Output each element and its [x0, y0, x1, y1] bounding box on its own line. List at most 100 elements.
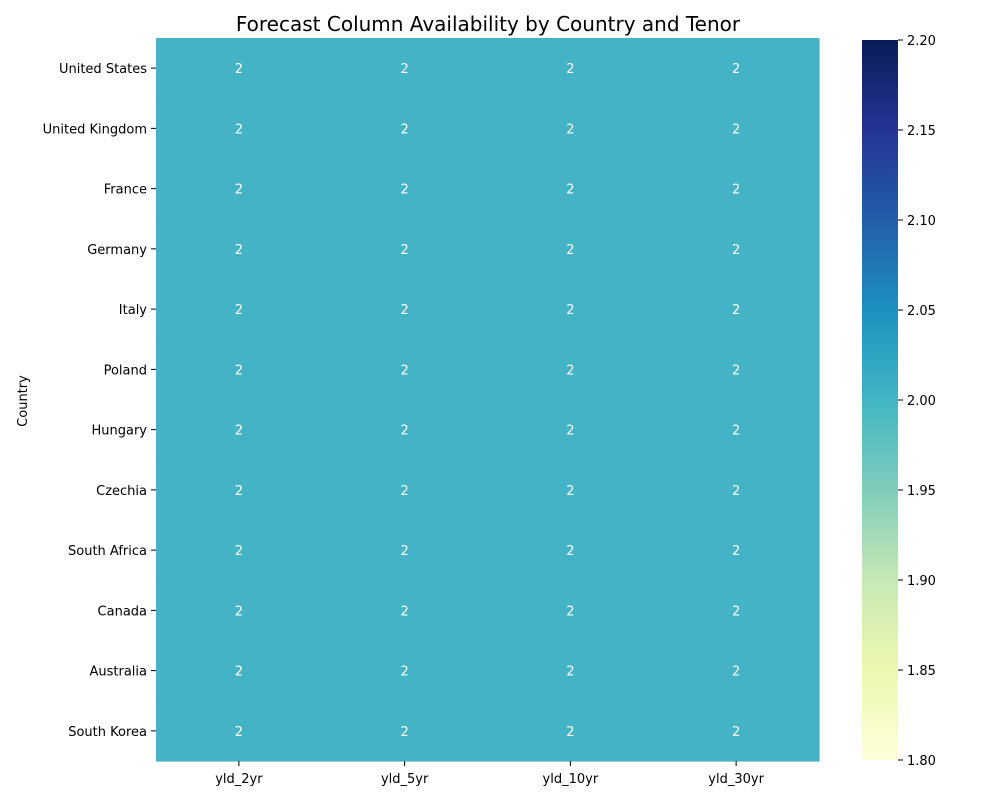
- heatmap-cell: [321, 399, 489, 461]
- cell-value-label: 2: [235, 604, 243, 619]
- cell-value-label: 2: [732, 122, 740, 137]
- colorbar-gradient: [862, 40, 898, 760]
- colorbar-tick-label: 2.15: [907, 124, 936, 139]
- y-tick-label: Canada: [98, 604, 147, 619]
- heatmap-cell: [487, 700, 654, 762]
- cell-value-label: 2: [235, 122, 243, 137]
- heatmap-cell: [653, 700, 820, 762]
- heatmap-cell: [653, 279, 820, 340]
- heatmap-cell: [321, 98, 489, 160]
- cell-value-label: 2: [732, 665, 740, 680]
- heatmap-cell: [156, 38, 323, 99]
- cell-value-label: 2: [400, 243, 408, 258]
- cell-value-label: 2: [235, 183, 243, 198]
- cell-value-label: 2: [235, 484, 243, 499]
- cell-value-label: 2: [400, 183, 408, 198]
- heatmap-cell: [321, 158, 489, 220]
- colorbar-tick-label: 1.85: [907, 664, 936, 679]
- colorbar-tick-label: 1.90: [907, 574, 936, 589]
- cell-value-label: 2: [566, 183, 574, 198]
- heatmap-cell: [653, 339, 820, 401]
- cell-value-label: 2: [400, 122, 408, 137]
- heatmap-cell: [653, 520, 820, 581]
- y-tick-label: United Kingdom: [43, 122, 147, 137]
- heatmap-cell: [487, 580, 654, 642]
- cell-value-label: 2: [400, 303, 408, 318]
- cell-value-label: 2: [732, 303, 740, 318]
- cell-value-label: 2: [400, 544, 408, 559]
- heatmap-cell: [487, 339, 654, 401]
- cell-value-label: 2: [732, 484, 740, 499]
- heatmap-cell: [653, 218, 820, 280]
- heatmap-cell: [487, 98, 654, 160]
- colorbar-ticks: 1.80 1.85 1.90 1.95 2.00 2.05 2.10 2.15 2.20: [898, 34, 936, 769]
- heatmap-cell: [653, 98, 820, 160]
- colorbar-tick-label: 2.05: [907, 304, 936, 319]
- heatmap-cell: [487, 218, 654, 280]
- cell-value-label: 2: [732, 183, 740, 198]
- cell-value-label: 2: [400, 62, 408, 77]
- heatmap-cell: [321, 580, 489, 642]
- cell-value-label: 2: [400, 484, 408, 499]
- x-tick-label: yld_5yr: [381, 772, 429, 787]
- heatmap-cell: [321, 218, 489, 280]
- heatmap-cell: [321, 520, 489, 581]
- y-tick-label: South Korea: [68, 725, 147, 740]
- cell-value-label: 2: [400, 363, 408, 378]
- cell-value-label: 2: [235, 303, 243, 318]
- heatmap-cell: [321, 38, 489, 99]
- y-tick-label: South Africa: [68, 544, 147, 559]
- cell-value-label: 2: [566, 62, 574, 77]
- heatmap-cell: [487, 459, 654, 521]
- x-axis-ticks: yld_2yr yld_5yr yld_10yr yld_30yr: [215, 761, 765, 787]
- colorbar-tick-label: 2.20: [907, 34, 936, 49]
- heatmap-cell: [487, 38, 654, 99]
- heatmap-cell: [321, 640, 489, 702]
- cell-value-label: 2: [400, 604, 408, 619]
- y-tick-label: Italy: [119, 303, 148, 318]
- y-tick-label: Germany: [87, 243, 147, 258]
- cell-value-label: 2: [566, 604, 574, 619]
- cell-value-label: 2: [732, 62, 740, 77]
- cell-value-label: 2: [566, 363, 574, 378]
- heatmap-cell: [156, 580, 323, 642]
- chart-title: Forecast Column Availability by Country …: [236, 12, 741, 36]
- cell-annotations: 2 2 2 2 2 2 2 2 2 2 2 2 2 2 2 2 2 2 2 2 2 2 2 2 2 2 2 2 2 2 2 2 2 2 2 2 2 2 2 2…: [235, 62, 741, 740]
- heatmap-cell: [156, 218, 323, 280]
- cell-value-label: 2: [566, 303, 574, 318]
- heatmap-cell: [487, 158, 654, 220]
- heatmap-cell: [156, 520, 323, 581]
- y-tick-label: United States: [59, 62, 147, 77]
- cell-value-label: 2: [235, 243, 243, 258]
- heatmap-cell: [156, 399, 323, 461]
- y-tick-label: Hungary: [91, 424, 147, 439]
- cell-value-label: 2: [235, 544, 243, 559]
- cell-value-label: 2: [235, 424, 243, 439]
- cell-value-label: 2: [235, 725, 243, 740]
- cell-value-label: 2: [400, 665, 408, 680]
- colorbar-tick-label: 2.00: [907, 394, 936, 409]
- heatmap-cell: [321, 700, 489, 762]
- heatmap-cell: [321, 339, 489, 401]
- cell-value-label: 2: [732, 604, 740, 619]
- y-tick-label: France: [104, 183, 147, 198]
- cell-value-label: 2: [732, 363, 740, 378]
- heatmap-cell: [487, 279, 654, 340]
- heatmap-cell: [487, 520, 654, 581]
- heatmap-cell: [487, 399, 654, 461]
- heatmap-cell: [653, 640, 820, 702]
- cell-value-label: 2: [400, 424, 408, 439]
- x-tick-label: yld_30yr: [708, 772, 764, 787]
- cell-value-label: 2: [732, 424, 740, 439]
- y-axis-label: Country: [16, 375, 31, 427]
- heatmap-cell: [156, 640, 323, 702]
- colorbar-tick-label: 1.80: [907, 754, 936, 769]
- cell-value-label: 2: [732, 243, 740, 258]
- cell-value-label: 2: [566, 243, 574, 258]
- heatmap-cell: [156, 339, 323, 401]
- cell-value-label: 2: [400, 725, 408, 740]
- colorbar-tick-label: 2.10: [907, 214, 936, 229]
- cell-value-label: 2: [235, 62, 243, 77]
- heatmap-cell: [321, 459, 489, 521]
